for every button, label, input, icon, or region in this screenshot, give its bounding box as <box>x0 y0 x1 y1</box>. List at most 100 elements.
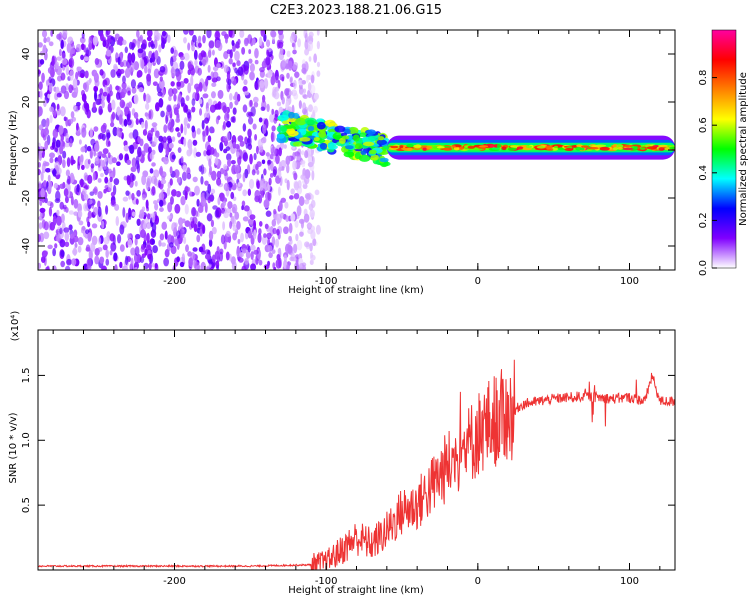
noise-blob <box>278 147 282 157</box>
tracking-blob <box>595 144 607 147</box>
noise-blob <box>38 69 41 75</box>
noise-blob <box>309 259 314 266</box>
noise-blob <box>48 206 53 217</box>
noise-blob <box>230 191 235 200</box>
tracking-blob <box>390 145 399 149</box>
noise-blob <box>229 221 233 229</box>
noise-blob <box>232 107 237 115</box>
noise-blob <box>93 71 98 78</box>
noise-blob <box>47 174 51 182</box>
noise-blob <box>304 32 308 43</box>
noise-blob <box>59 145 64 155</box>
noise-blob <box>219 251 224 262</box>
noise-blob <box>109 250 113 256</box>
noise-blob <box>306 223 313 228</box>
noise-blob <box>111 157 117 164</box>
noise-blob <box>243 65 249 75</box>
tracking-blob <box>479 145 489 148</box>
noise-blob <box>227 78 232 86</box>
noise-blob <box>59 183 66 190</box>
noise-blob <box>59 239 66 248</box>
noise-blob <box>231 39 235 47</box>
noise-blob <box>176 230 181 239</box>
noise-blob <box>64 195 69 204</box>
noise-blob <box>292 160 297 171</box>
noise-blob <box>313 92 319 100</box>
tracking-blob <box>406 143 414 148</box>
noise-blob <box>125 190 130 196</box>
noise-blob <box>128 145 134 150</box>
noise-blob <box>229 49 233 59</box>
noise-blob <box>204 117 210 124</box>
onset-blob <box>345 145 354 150</box>
noise-blob <box>93 85 99 92</box>
noise-blob <box>204 180 209 186</box>
noise-blob <box>312 238 317 247</box>
noise-blob <box>149 57 153 63</box>
noise-blob <box>225 146 231 152</box>
noise-blob <box>204 249 211 255</box>
noise-blob <box>215 39 221 49</box>
noise-blob <box>210 91 216 99</box>
noise-blob <box>258 221 263 227</box>
onset-blob <box>288 111 295 119</box>
noise-blob <box>99 32 104 42</box>
noise-blob <box>114 264 118 270</box>
noise-blob <box>119 68 125 74</box>
noise-blob <box>78 139 82 145</box>
onset-blob <box>313 137 320 142</box>
noise-blob <box>211 82 217 88</box>
spectrogram-x-tick-label: -100 <box>315 276 338 287</box>
noise-blob <box>149 152 155 160</box>
noise-blob <box>221 197 228 203</box>
noise-blob <box>291 89 298 97</box>
noise-blob <box>294 71 300 78</box>
noise-blob <box>171 154 176 160</box>
noise-blob <box>149 168 154 174</box>
noise-blob <box>170 245 177 255</box>
noise-blob <box>66 258 72 266</box>
noise-blob <box>118 114 123 125</box>
noise-blob <box>97 236 102 245</box>
noise-blob <box>92 101 96 112</box>
noise-blob <box>132 129 139 140</box>
noise-blob <box>117 56 121 66</box>
noise-blob <box>258 36 263 47</box>
noise-blob <box>187 82 192 94</box>
noise-blob <box>107 152 111 159</box>
noise-blob <box>281 76 285 82</box>
noise-blob <box>88 36 93 47</box>
noise-blob <box>247 188 252 196</box>
onset-blob <box>352 134 360 142</box>
noise-blob <box>93 126 99 132</box>
noise-blob <box>298 262 305 270</box>
tracking-blob <box>525 145 533 149</box>
noise-blob <box>64 241 70 248</box>
noise-blob <box>79 155 84 166</box>
noise-blob <box>299 231 304 237</box>
noise-blob <box>111 111 116 120</box>
noise-blob <box>54 198 61 204</box>
noise-blob <box>101 153 107 159</box>
noise-blob <box>110 191 115 197</box>
noise-blob <box>137 36 142 42</box>
noise-blob <box>133 111 139 119</box>
noise-blob <box>170 81 175 87</box>
noise-blob <box>308 104 314 113</box>
noise-blob <box>171 189 177 197</box>
noise-blob <box>227 201 233 209</box>
noise-blob <box>256 169 260 175</box>
snr-x-tick-label: -200 <box>163 576 186 587</box>
noise-blob <box>44 197 48 204</box>
noise-blob <box>119 244 125 252</box>
noise-blob <box>101 220 105 229</box>
tracking-blob <box>516 146 524 150</box>
noise-blob <box>131 211 136 217</box>
onset-blob <box>354 143 363 150</box>
noise-blob <box>102 244 108 251</box>
noise-blob <box>63 116 67 122</box>
noise-blob <box>289 77 293 84</box>
noise-blob <box>38 262 42 269</box>
noise-blob <box>121 81 127 90</box>
noise-blob <box>144 119 148 131</box>
